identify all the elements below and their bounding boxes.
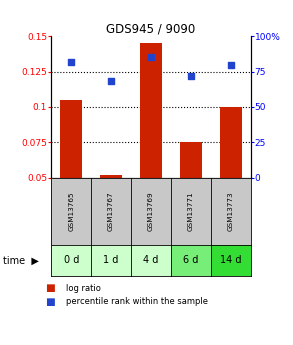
Text: 0 d: 0 d [64, 256, 79, 265]
Bar [60, 100, 82, 178]
Text: 1 d: 1 d [103, 256, 119, 265]
Text: 14 d: 14 d [220, 256, 241, 265]
Point [109, 79, 113, 84]
Text: ■: ■ [45, 297, 55, 307]
Text: ■: ■ [45, 283, 55, 293]
Text: GSM13771: GSM13771 [188, 191, 194, 231]
Text: 4 d: 4 d [143, 256, 159, 265]
Point [149, 55, 153, 60]
Bar [140, 43, 162, 178]
Bar [220, 107, 241, 178]
Text: log ratio: log ratio [66, 284, 101, 293]
Text: time  ▶: time ▶ [3, 256, 39, 265]
Point [228, 62, 233, 67]
Text: GSM13769: GSM13769 [148, 191, 154, 231]
Text: GSM13773: GSM13773 [228, 191, 234, 231]
Point [69, 59, 74, 65]
Text: 6 d: 6 d [183, 256, 198, 265]
Text: GSM13767: GSM13767 [108, 191, 114, 231]
Bar [100, 175, 122, 178]
Text: GSM13765: GSM13765 [68, 191, 74, 231]
Point [188, 73, 193, 79]
Title: GDS945 / 9090: GDS945 / 9090 [106, 22, 195, 35]
Bar [180, 142, 202, 178]
Text: percentile rank within the sample: percentile rank within the sample [66, 297, 208, 306]
